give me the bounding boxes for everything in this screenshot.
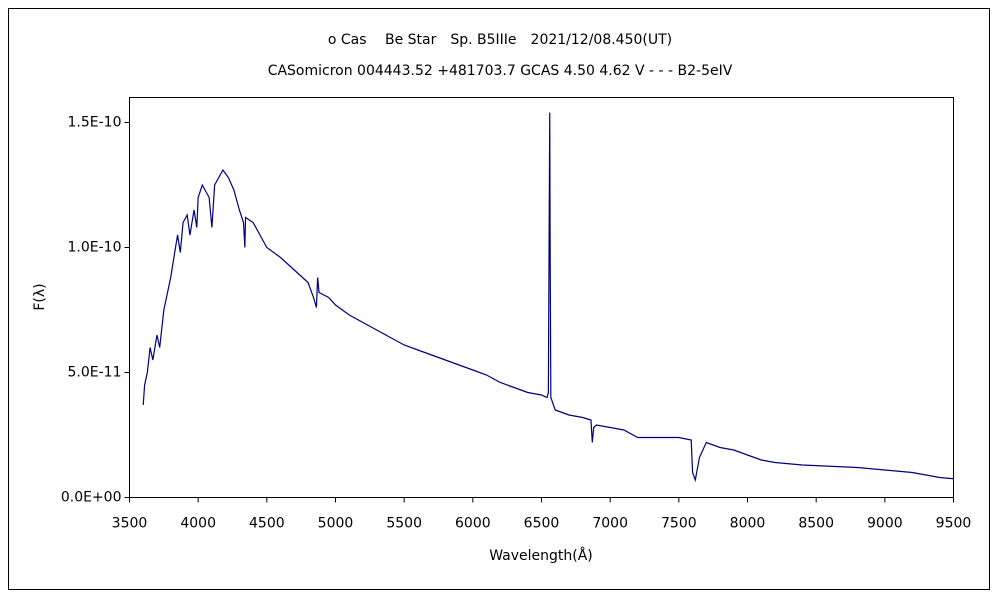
x-tick-label: 3500 <box>112 516 148 532</box>
x-tick-label: 4000 <box>180 516 216 532</box>
y-tick-label: 1.0E-10 <box>68 240 122 256</box>
chart-title: ο Cas Be Star Sp. B5IIIe 2021/12/08.450(… <box>328 32 672 48</box>
x-tick-label: 9000 <box>867 516 903 532</box>
x-tick-label: 7000 <box>592 516 628 532</box>
x-tick-label: 6000 <box>455 516 491 532</box>
y-tick-label: 0.0E+00 <box>61 490 122 506</box>
x-tick-label: 5500 <box>386 516 422 532</box>
chart-border <box>8 8 990 590</box>
x-tick-label: 9500 <box>936 516 972 532</box>
y-tick-label: 1.5E-10 <box>68 115 122 131</box>
x-tick-label: 7500 <box>661 516 697 532</box>
x-tick-label: 8000 <box>730 516 766 532</box>
chart-subtitle: CASomicron 004443.52 +481703.7 GCAS 4.50… <box>268 63 733 79</box>
x-tick-label: 5000 <box>318 516 354 532</box>
x-tick-label: 4500 <box>249 516 285 532</box>
y-tick-label: 5.0E-11 <box>68 365 122 381</box>
x-tick-label: 6500 <box>524 516 560 532</box>
x-axis-label: Wavelength(Å) <box>489 547 593 564</box>
y-axis-label: F(λ) <box>32 283 48 310</box>
spectrum-line <box>142 112 954 483</box>
x-tick-label: 8500 <box>798 516 834 532</box>
